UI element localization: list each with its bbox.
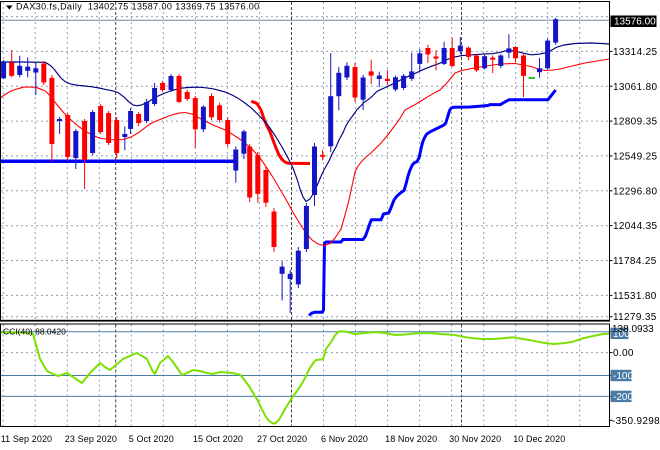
svg-text:-100: -100	[613, 371, 633, 382]
svg-text:12809.35: 12809.35	[613, 117, 657, 128]
svg-text:-200: -200	[613, 392, 633, 403]
svg-text:11784.25: 11784.25	[613, 256, 657, 267]
svg-text:5 Oct 2020: 5 Oct 2020	[129, 434, 174, 444]
svg-text:23 Sep 2020: 23 Sep 2020	[65, 434, 117, 444]
svg-text:13576.00: 13576.00	[614, 17, 656, 28]
svg-text:11279.35: 11279.35	[613, 312, 657, 323]
svg-text:11 Sep 2020: 11 Sep 2020	[1, 434, 52, 444]
svg-text:0.00: 0.00	[613, 348, 634, 359]
svg-text:100: 100	[613, 329, 630, 340]
svg-text:138.0933: 138.0933	[612, 324, 654, 335]
svg-text:13314.25: 13314.25	[613, 47, 657, 58]
svg-text:6 Nov 2020: 6 Nov 2020	[321, 434, 368, 444]
svg-text:11531.80: 11531.80	[613, 291, 657, 302]
svg-text:18 Nov 2020: 18 Nov 2020	[385, 434, 437, 444]
svg-text:30 Nov 2020: 30 Nov 2020	[449, 434, 501, 444]
svg-text:-350.9298: -350.9298	[612, 416, 660, 427]
svg-text:CCI(40) 88.0420: CCI(40) 88.0420	[3, 327, 66, 337]
svg-text:27 Oct 2020: 27 Oct 2020	[257, 434, 307, 444]
svg-text:12549.25: 12549.25	[613, 151, 657, 162]
svg-text:15 Oct 2020: 15 Oct 2020	[193, 434, 243, 444]
svg-text:12296.80: 12296.80	[613, 186, 657, 197]
svg-text:10 Dec 2020: 10 Dec 2020	[513, 434, 565, 444]
svg-text:13061.80: 13061.80	[613, 82, 657, 93]
svg-text:12044.35: 12044.35	[613, 221, 657, 232]
svg-text:DAX30.fs,Daily 13402.75 13587: DAX30.fs,Daily 13402.75 13587.00 13369.7…	[16, 2, 260, 12]
